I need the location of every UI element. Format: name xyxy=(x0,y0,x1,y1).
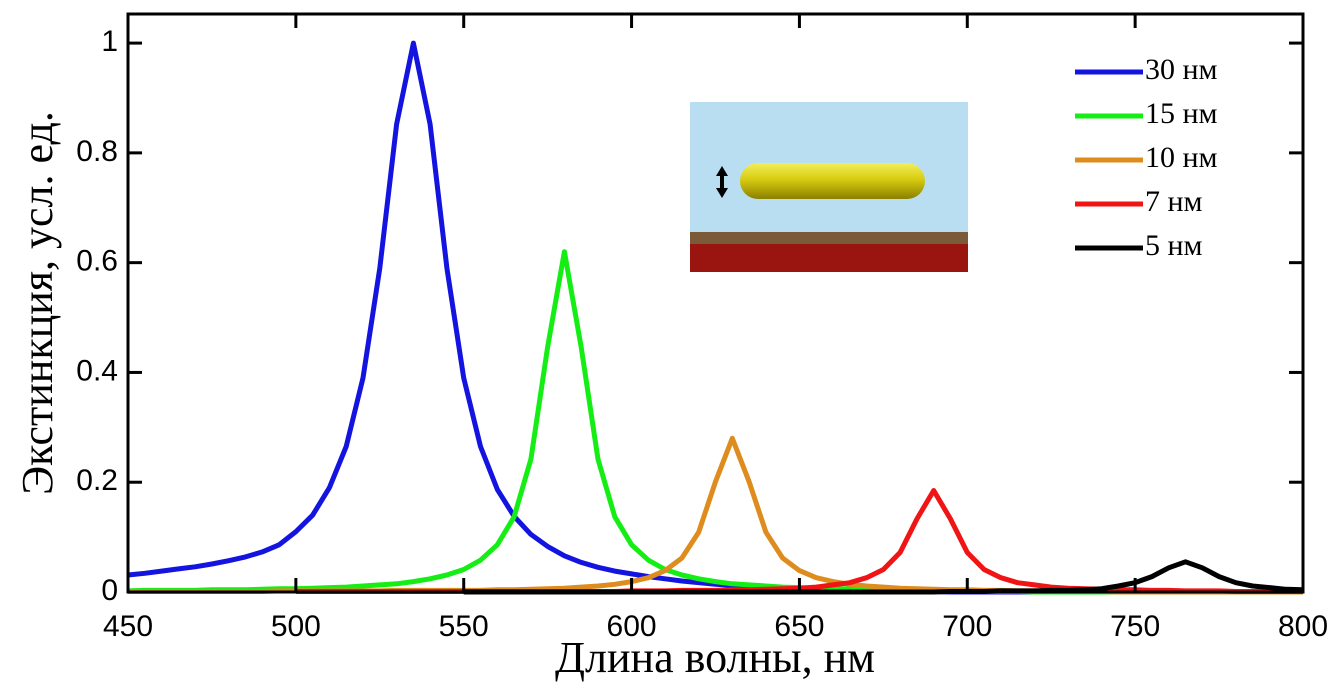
legend-label: 7 нм xyxy=(1145,185,1203,218)
legend-label: 30 нм xyxy=(1145,53,1218,86)
series-line xyxy=(127,249,1303,595)
nanorod xyxy=(740,163,925,199)
x-tick-label: 650 xyxy=(774,610,824,643)
x-axis-title: Длина волны, нм xyxy=(555,633,875,682)
y-axis-title: Экстинкция, усл. ед. xyxy=(13,111,62,495)
legend-label: 10 нм xyxy=(1145,141,1218,174)
y-tick-label: 1 xyxy=(101,25,118,58)
y-tick-label: 0 xyxy=(101,574,118,607)
x-tick-label: 550 xyxy=(439,610,489,643)
inset-substrate xyxy=(690,244,968,272)
y-tick-label: 0.2 xyxy=(76,464,118,497)
inset-layer xyxy=(690,232,968,244)
polarization-arrow xyxy=(716,166,728,198)
y-tick-label: 0.6 xyxy=(76,245,118,278)
y-tick-label: 0.4 xyxy=(76,354,118,387)
x-tick-label: 500 xyxy=(271,610,321,643)
x-tick-label: 600 xyxy=(607,610,657,643)
legend-label: 15 нм xyxy=(1145,97,1218,130)
x-tick-label: 750 xyxy=(1110,610,1160,643)
y-tick-label: 0.8 xyxy=(76,135,118,168)
inset-illustration xyxy=(690,102,968,272)
x-tick-label: 700 xyxy=(942,610,992,643)
x-tick-label: 450 xyxy=(103,610,153,643)
x-tick-label: 800 xyxy=(1278,610,1328,643)
legend-label: 5 нм xyxy=(1145,229,1203,262)
plot-frame xyxy=(126,12,1305,594)
series-line xyxy=(128,435,1303,595)
